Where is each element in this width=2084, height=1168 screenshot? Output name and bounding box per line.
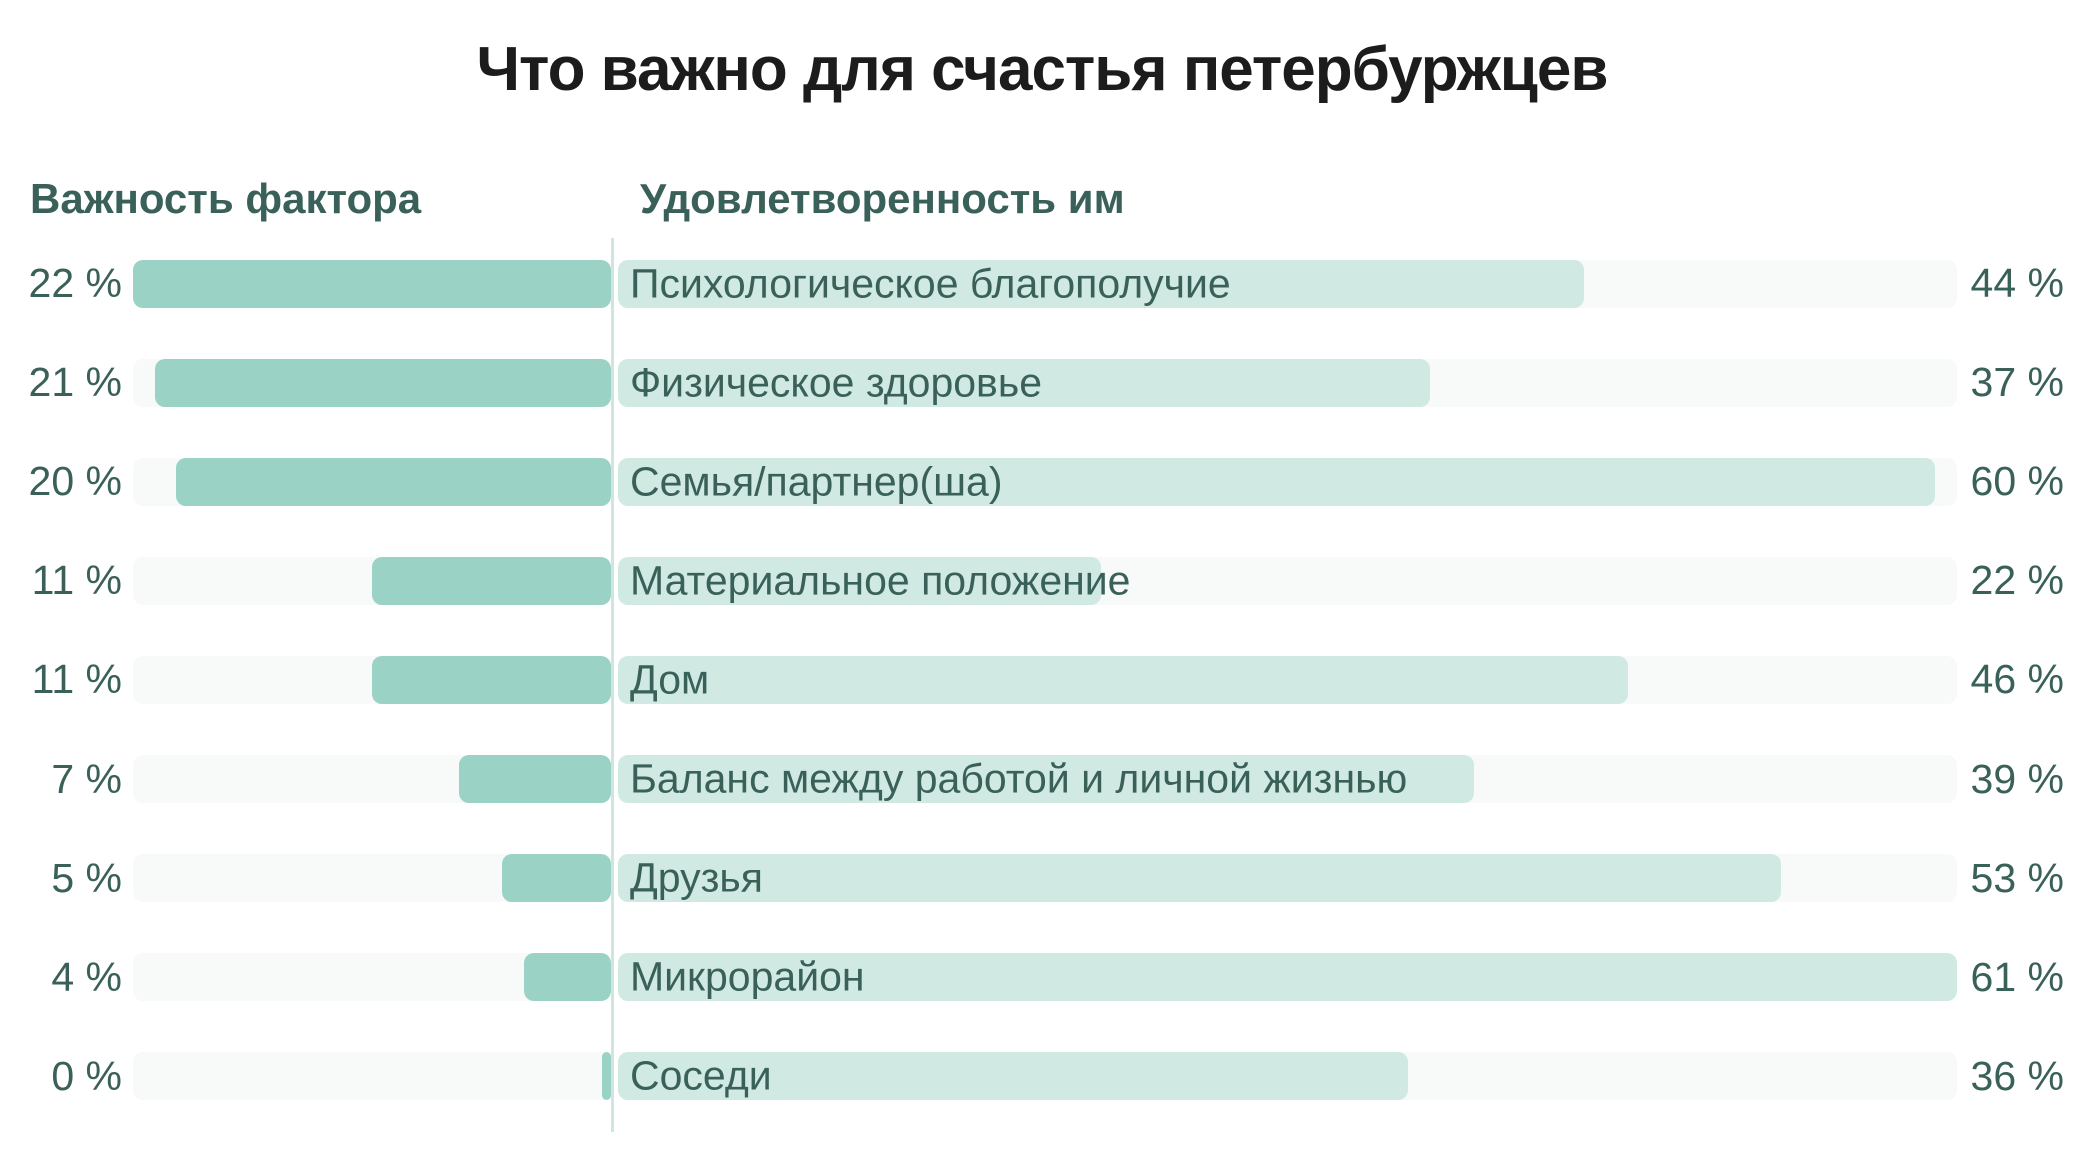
satisfaction-value-label: 44 % — [1970, 260, 2064, 307]
satisfaction-bar — [618, 556, 1101, 605]
importance-column-header: Важность фактора — [30, 175, 422, 222]
chart-row: 0 % Соседи 36 % — [0, 1027, 2084, 1126]
satisfaction-bar — [618, 1052, 1409, 1101]
chart-title: Что важно для счастья петербуржцев — [476, 35, 1608, 104]
satisfaction-track: Соседи — [618, 1052, 1957, 1101]
importance-track — [133, 1052, 611, 1101]
satisfaction-column-header: Удовлетворенность им — [640, 175, 1125, 222]
category-label: Микрорайон — [630, 953, 865, 1000]
importance-value-label: 4 % — [51, 953, 122, 1000]
satisfaction-track: Семья/партнер(ша) — [618, 457, 1957, 506]
chart-row: 11 % Дом 46 % — [0, 630, 2084, 729]
divider-line — [611, 238, 614, 1132]
category-label: Дом — [630, 656, 710, 703]
satisfaction-value-label: 46 % — [1970, 656, 2064, 703]
satisfaction-value-label: 61 % — [1970, 953, 2064, 1000]
satisfaction-track: Дом — [618, 655, 1957, 704]
satisfaction-bar — [618, 854, 1782, 903]
importance-bar — [458, 755, 611, 804]
chart-row: 22 % Психологическое благополучие 44 % — [0, 234, 2084, 333]
importance-track — [133, 556, 611, 605]
satisfaction-value-label: 39 % — [1970, 755, 2064, 802]
satisfaction-track: Баланс между работой и личной жизнью — [618, 755, 1957, 804]
satisfaction-track: Микрорайон — [618, 953, 1957, 1002]
chart-row: 7 % Баланс между работой и личной жизнью… — [0, 730, 2084, 829]
importance-value-label: 0 % — [51, 1052, 122, 1099]
importance-track — [133, 854, 611, 903]
satisfaction-track: Психологическое благополучие — [618, 259, 1957, 308]
category-label: Баланс между работой и личной жизнью — [630, 755, 1408, 802]
importance-track — [133, 755, 611, 804]
importance-bar — [502, 854, 611, 903]
column-headers: Важность фактора Удовлетворенность им — [0, 172, 2084, 228]
satisfaction-bar — [618, 655, 1628, 704]
satisfaction-bar — [618, 953, 1957, 1002]
importance-bar — [602, 1052, 611, 1101]
importance-bar — [154, 358, 611, 407]
importance-value-label: 11 % — [31, 557, 122, 604]
importance-value-label: 22 % — [28, 260, 122, 307]
chart-row: 11 % Материальное положение 22 % — [0, 531, 2084, 630]
importance-track — [133, 655, 611, 704]
chart-row: 5 % Друзья 53 % — [0, 829, 2084, 928]
importance-bar — [176, 457, 611, 506]
chart-rows: 22 % Психологическое благополучие 44 % 2… — [0, 234, 2084, 1126]
importance-track — [133, 457, 611, 506]
satisfaction-value-label: 22 % — [1970, 557, 2064, 604]
category-label: Психологическое благополучие — [630, 260, 1231, 307]
chart-row: 4 % Микрорайон 61 % — [0, 928, 2084, 1027]
importance-value-label: 21 % — [28, 359, 122, 406]
satisfaction-track: Друзья — [618, 854, 1957, 903]
importance-value-label: 7 % — [51, 755, 122, 802]
category-label: Друзья — [630, 854, 763, 901]
satisfaction-value-label: 53 % — [1970, 854, 2064, 901]
importance-value-label: 11 % — [31, 656, 122, 703]
importance-track — [133, 259, 611, 308]
satisfaction-value-label: 60 % — [1970, 458, 2064, 505]
importance-track — [133, 358, 611, 407]
satisfaction-bar — [618, 259, 1584, 308]
chart-row: 20 % Семья/партнер(ша) 60 % — [0, 432, 2084, 531]
category-label: Физическое здоровье — [630, 359, 1043, 406]
satisfaction-value-label: 36 % — [1970, 1052, 2064, 1099]
importance-value-label: 5 % — [51, 854, 122, 901]
importance-bar — [372, 556, 611, 605]
category-label: Материальное положение — [630, 557, 1131, 604]
satisfaction-value-label: 37 % — [1970, 359, 2064, 406]
satisfaction-bar — [618, 457, 1936, 506]
importance-bar — [372, 655, 611, 704]
satisfaction-track: Физическое здоровье — [618, 358, 1957, 407]
chart-row: 21 % Физическое здоровье 37 % — [0, 333, 2084, 432]
importance-bar — [524, 953, 611, 1002]
satisfaction-track: Материальное положение — [618, 556, 1957, 605]
importance-track — [133, 953, 611, 1002]
satisfaction-bar — [618, 755, 1475, 804]
satisfaction-bar — [618, 358, 1431, 407]
category-label: Семья/партнер(ша) — [630, 458, 1003, 505]
category-label: Соседи — [630, 1052, 772, 1099]
importance-value-label: 20 % — [28, 458, 122, 505]
importance-bar — [133, 259, 611, 308]
